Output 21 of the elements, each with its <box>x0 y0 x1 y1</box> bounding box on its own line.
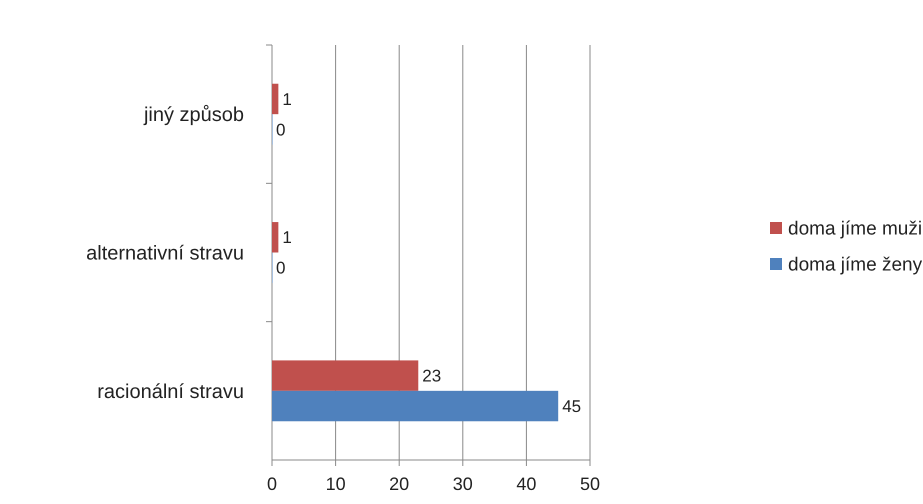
legend-label: doma jíme ženy <box>788 254 923 276</box>
y-tick-label: racionální stravu <box>97 380 244 403</box>
legend-label: doma jíme muži <box>788 218 922 240</box>
data-label: 0 <box>276 258 286 278</box>
bar <box>272 390 558 422</box>
y-tick-label: alternativní stravu <box>86 242 244 264</box>
data-label: 0 <box>276 120 286 140</box>
x-tick-label: 0 <box>266 474 278 494</box>
bar <box>272 360 418 391</box>
y-tick-label: jiný způsob <box>142 104 244 126</box>
x-tick-label: 30 <box>452 474 473 494</box>
data-label: 45 <box>562 397 582 416</box>
data-label: 23 <box>422 366 442 386</box>
x-tick-label: 10 <box>326 474 346 494</box>
bar <box>272 84 278 114</box>
x-tick-label: 20 <box>389 474 410 494</box>
data-label: 1 <box>282 228 292 248</box>
x-tick-label: 40 <box>516 474 536 494</box>
x-tick-label: 50 <box>580 474 600 494</box>
bar <box>272 222 278 252</box>
data-label: 1 <box>282 90 292 109</box>
